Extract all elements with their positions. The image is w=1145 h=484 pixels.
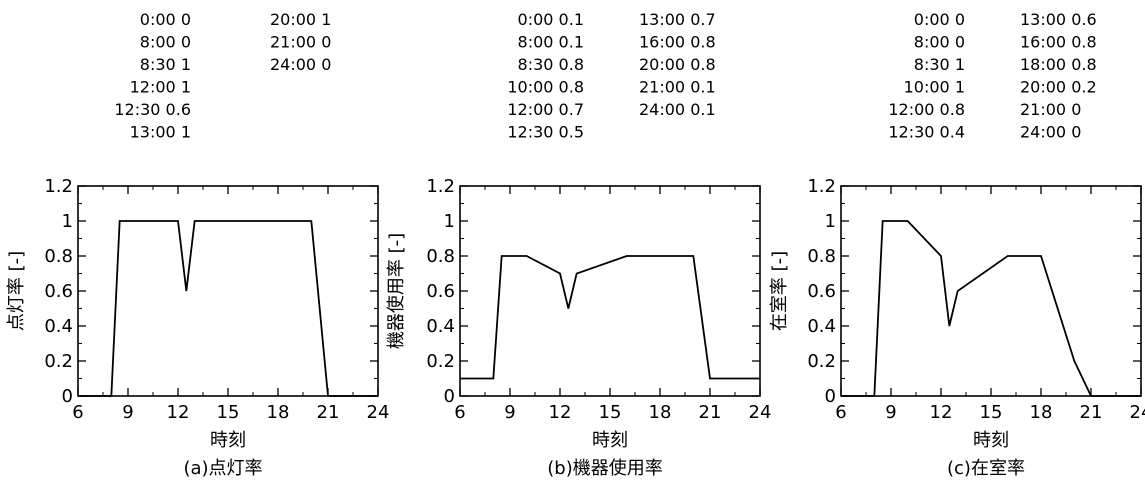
x-tick-label: 9 <box>885 402 896 423</box>
x-tick-label: 6 <box>454 402 465 423</box>
plot-frame <box>77 185 379 397</box>
y-tick-label: 1 <box>444 211 455 232</box>
schedule-entry: 24:00 0.1 <box>639 100 716 119</box>
y-tick-label: 0.2 <box>807 351 836 372</box>
schedule-entry: 24:00 0 <box>270 55 331 74</box>
series-line <box>460 255 760 380</box>
x-tick-label: 6 <box>835 402 846 423</box>
schedule-entry: 21:00 0.1 <box>639 78 716 97</box>
schedule-entry: 12:00 0.7 <box>507 100 584 119</box>
schedule-entry: 13:00 1 <box>130 123 191 142</box>
schedule-entry: 8:00 0.1 <box>518 33 584 52</box>
schedule-entry: 12:30 0.5 <box>507 123 584 142</box>
schedule-entry: 21:00 0 <box>270 33 331 52</box>
chart-title: (c)在室率 <box>947 458 1025 479</box>
y-axis-label: 点灯率 [-] <box>6 251 27 331</box>
schedule-entry: 13:00 0.7 <box>639 10 716 29</box>
x-axis-label: 時刻 <box>210 430 246 451</box>
x-tick-label: 21 <box>699 402 722 423</box>
x-axis-label: 時刻 <box>592 430 628 451</box>
y-axis-label: 在室率 [-] <box>769 251 790 331</box>
x-tick-label: 24 <box>1130 402 1145 423</box>
chart-c: 0:00 0 8:00 0 8:30 1 10:00 1 12:00 0.8 12:30 … <box>769 10 1145 479</box>
schedule-entry: 10:00 1 <box>904 78 965 97</box>
x-tick-label: 18 <box>267 402 290 423</box>
x-tick-label: 12 <box>549 402 572 423</box>
y-tick-label: 1.2 <box>807 176 836 197</box>
schedule-entry: 24:00 0 <box>1020 123 1081 142</box>
chart-a: 0:00 0 8:00 0 8:30 1 12:00 1 12:30 0.6 13:00 … <box>6 10 389 479</box>
schedule-entry: 0:00 0.1 <box>518 10 584 29</box>
schedule-entry: 21:00 0 <box>1020 100 1081 119</box>
y-tick-label: 0.8 <box>426 246 455 267</box>
schedule-entry: 0:00 0 <box>914 10 965 29</box>
chart-b: 0:00 0.1 8:00 0.1 8:30 0.8 10:00 0.8 12:00 0… <box>386 10 771 479</box>
y-tick-label: 0.2 <box>44 351 73 372</box>
y-tick-label: 1.2 <box>44 176 73 197</box>
x-tick-label: 12 <box>167 402 190 423</box>
y-tick-label: 0.6 <box>44 281 73 302</box>
schedule-entry: 8:30 1 <box>140 55 191 74</box>
y-tick-label: 0.8 <box>44 246 73 267</box>
plot-frame <box>459 185 761 397</box>
y-tick-label: 0.2 <box>426 351 455 372</box>
x-tick-label: 9 <box>504 402 515 423</box>
schedule-entry: 12:00 1 <box>130 78 191 97</box>
chart-panel-c: 0:00 0 8:00 0 8:30 1 10:00 1 12:00 0.8 12:30 … <box>763 0 1145 484</box>
series-line <box>78 220 378 397</box>
x-tick-label: 9 <box>122 402 133 423</box>
y-tick-label: 0.8 <box>807 246 836 267</box>
x-tick-label: 24 <box>749 402 772 423</box>
y-tick-label: 0.4 <box>426 316 455 337</box>
x-tick-label: 15 <box>217 402 240 423</box>
x-tick-label: 12 <box>930 402 953 423</box>
schedule-entry: 12:30 0.6 <box>114 100 191 119</box>
schedule-entry: 12:30 0.4 <box>888 123 965 142</box>
y-tick-label: 1 <box>62 211 73 232</box>
x-tick-label: 15 <box>980 402 1003 423</box>
chart-panel-a: 0:00 0 8:00 0 8:30 1 12:00 1 12:30 0.6 13:00 … <box>0 0 389 484</box>
chart-title: (a)点灯率 <box>183 458 262 479</box>
series-line <box>841 220 1141 397</box>
y-tick-label: 0.6 <box>807 281 836 302</box>
y-tick-label: 0 <box>825 386 836 407</box>
x-axis-label: 時刻 <box>973 430 1009 451</box>
schedule-entry: 18:00 0.8 <box>1020 55 1097 74</box>
schedule-entry: 13:00 0.6 <box>1020 10 1097 29</box>
schedule-entry: 20:00 1 <box>270 10 331 29</box>
chart-panel-b: 0:00 0.1 8:00 0.1 8:30 0.8 10:00 0.8 12:00 0… <box>382 0 771 484</box>
y-tick-label: 0.4 <box>807 316 836 337</box>
schedule-entry: 10:00 0.8 <box>507 78 584 97</box>
schedule-entry: 20:00 0.2 <box>1020 78 1097 97</box>
schedule-entry: 16:00 0.8 <box>1020 33 1097 52</box>
schedule-entry: 8:30 0.8 <box>518 55 584 74</box>
x-tick-label: 21 <box>1080 402 1103 423</box>
x-tick-label: 18 <box>1030 402 1053 423</box>
chart-title: (b)機器使用率 <box>547 458 662 479</box>
y-tick-label: 0.4 <box>44 316 73 337</box>
schedule-entry: 0:00 0 <box>140 10 191 29</box>
y-tick-label: 0 <box>444 386 455 407</box>
x-tick-label: 15 <box>599 402 622 423</box>
x-tick-label: 24 <box>367 402 390 423</box>
x-tick-label: 6 <box>72 402 83 423</box>
y-axis-label: 機器使用率 [-] <box>386 233 407 349</box>
plot-frame <box>840 185 1142 397</box>
y-tick-label: 0.6 <box>426 281 455 302</box>
schedule-entry: 8:00 0 <box>140 33 191 52</box>
y-tick-label: 0 <box>62 386 73 407</box>
x-tick-label: 18 <box>649 402 672 423</box>
y-tick-label: 1.2 <box>426 176 455 197</box>
schedule-entry: 8:30 1 <box>914 55 965 74</box>
schedule-entry: 20:00 0.8 <box>639 55 716 74</box>
schedule-entry: 16:00 0.8 <box>639 33 716 52</box>
schedule-entry: 8:00 0 <box>914 33 965 52</box>
x-tick-label: 21 <box>317 402 340 423</box>
schedule-entry: 12:00 0.8 <box>888 100 965 119</box>
y-tick-label: 1 <box>825 211 836 232</box>
